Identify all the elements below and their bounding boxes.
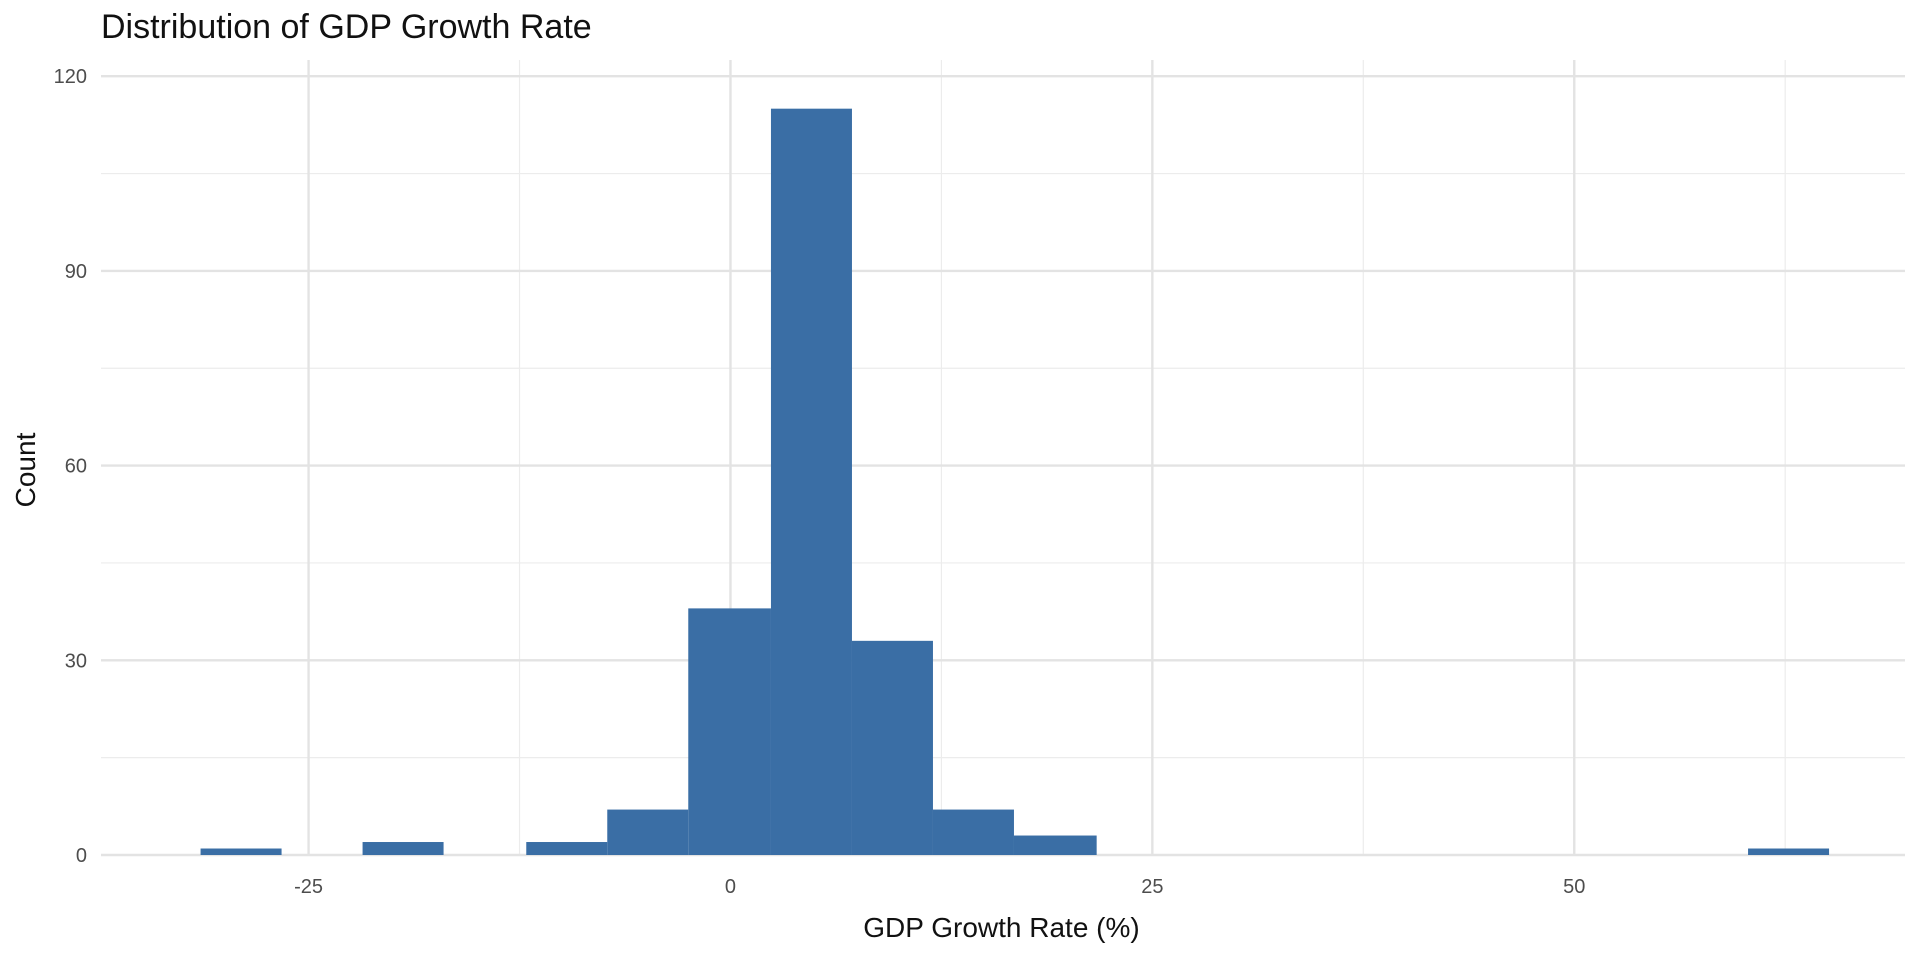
y-tick-label: 30	[65, 650, 87, 672]
x-tick-label: 0	[725, 876, 736, 898]
histogram-bar	[1748, 848, 1830, 855]
chart-title: Distribution of GDP Growth Rate	[101, 8, 592, 46]
histogram-bar	[607, 809, 689, 855]
histogram-bar	[362, 842, 444, 855]
y-tick-label: 120	[54, 66, 87, 88]
histogram-bar	[932, 809, 1014, 855]
y-axis-label: Count	[10, 432, 41, 508]
x-tick-label: 50	[1563, 876, 1585, 898]
x-axis-label: GDP Growth Rate (%)	[863, 912, 1140, 943]
histogram-bar	[851, 640, 933, 855]
grid-lines	[101, 60, 1905, 857]
x-tick-label: 25	[1141, 876, 1163, 898]
y-tick-label: 60	[65, 456, 87, 478]
y-tick-label: 90	[65, 261, 87, 283]
histogram-bar	[200, 848, 282, 855]
histogram-bar	[526, 842, 608, 855]
histogram-bars	[200, 108, 1830, 856]
histogram-bar	[1013, 835, 1097, 855]
x-tick-label: -25	[294, 876, 323, 898]
axis-ticks: -25 0 25 50 0 30 60 90 120	[54, 66, 1586, 898]
histogram-bar	[770, 108, 852, 856]
histogram-bar	[688, 608, 771, 855]
y-tick-label: 0	[76, 845, 87, 867]
